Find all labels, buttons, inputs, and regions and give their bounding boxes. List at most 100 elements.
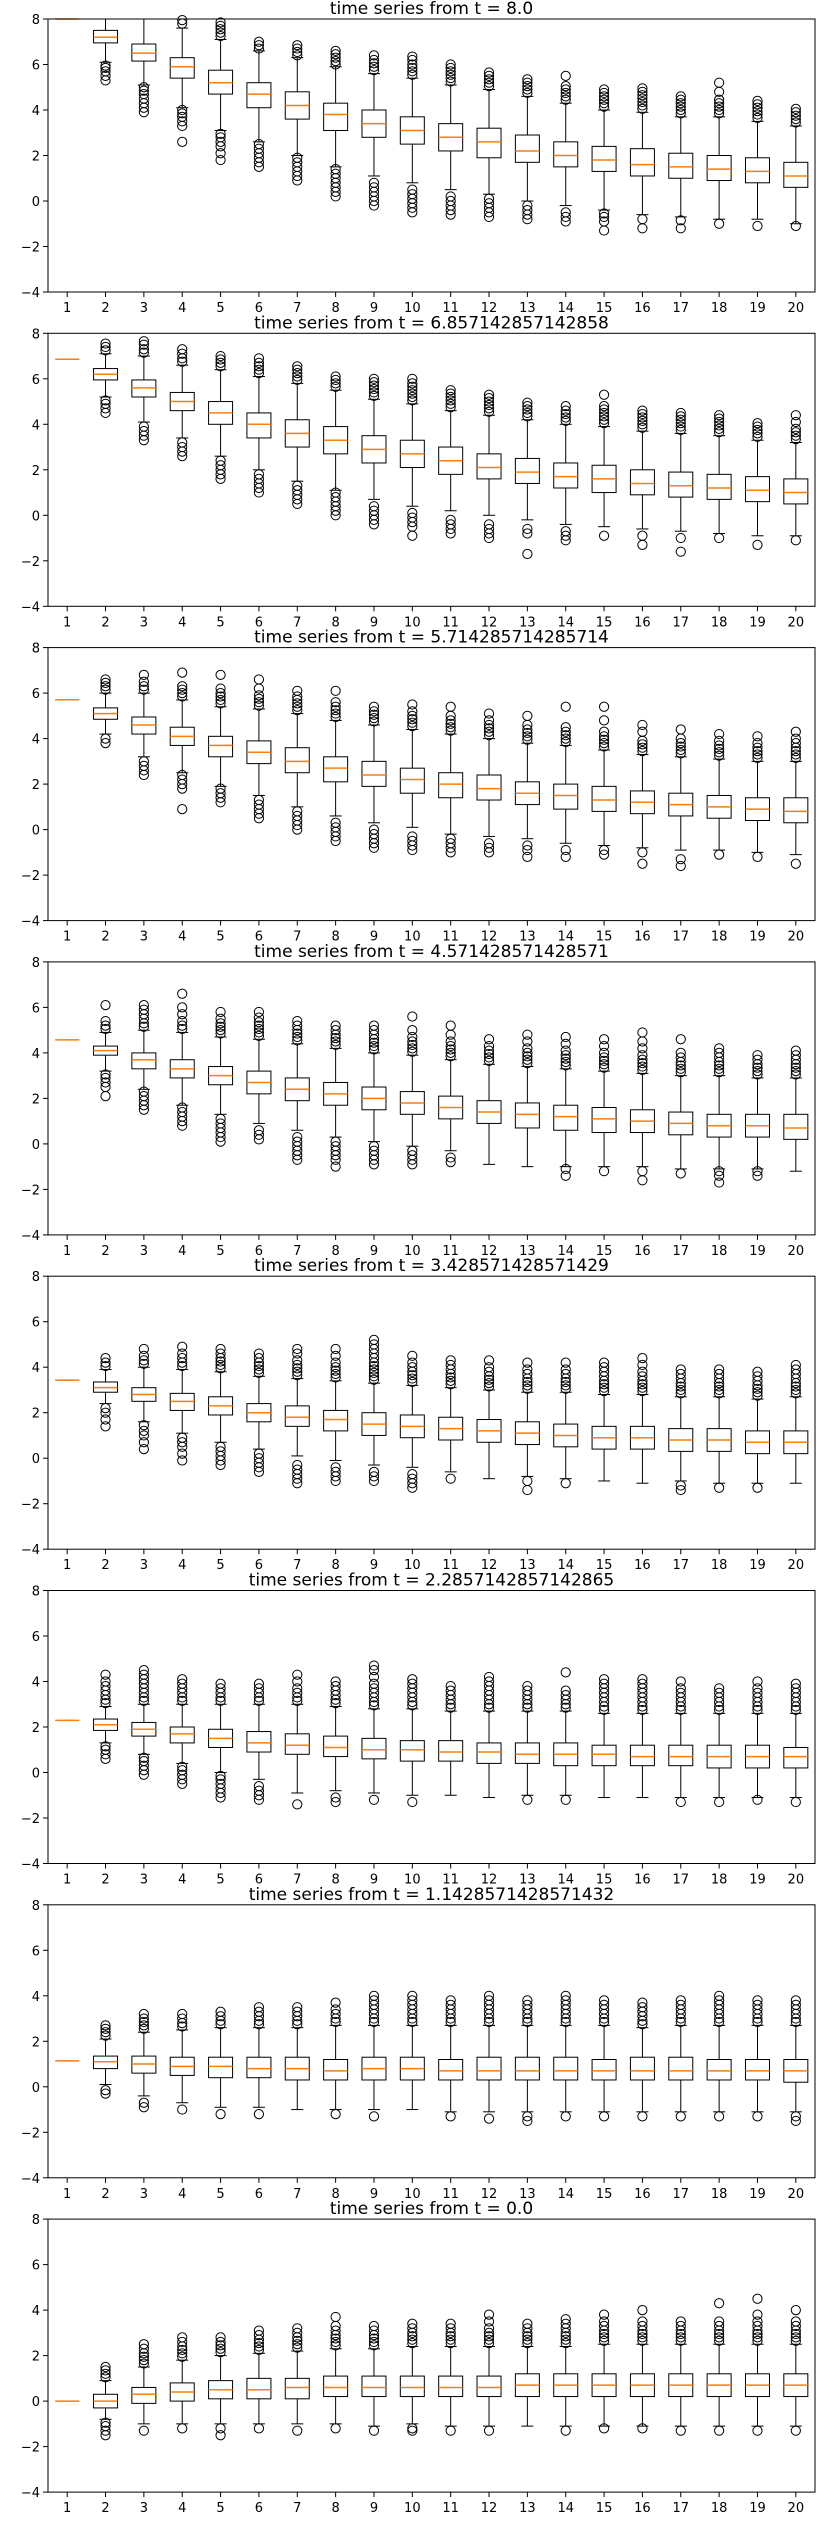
box — [744, 1050, 770, 1181]
outlier-point — [368, 1020, 380, 1031]
outlier-point — [598, 389, 610, 400]
outlier-point — [253, 1017, 265, 1028]
outlier-point — [292, 371, 303, 382]
box — [514, 397, 540, 560]
box — [783, 1359, 809, 1484]
outlier-point — [445, 2425, 456, 2436]
x-tick-label: 2 — [101, 930, 109, 945]
box — [438, 1680, 464, 1796]
x-tick-label: 19 — [749, 615, 766, 630]
outlier-point — [560, 1060, 571, 1071]
outlier-point — [483, 67, 495, 78]
outlier-point — [637, 214, 648, 225]
x-tick-label: 12 — [481, 1244, 498, 1259]
outlier-point — [253, 2109, 265, 2120]
outlier-point — [790, 1678, 801, 1689]
outlier-point — [790, 433, 801, 445]
outlier-point — [292, 480, 303, 491]
outlier-point — [253, 2344, 265, 2356]
outlier-point — [445, 1995, 456, 2006]
outlier-point — [752, 851, 763, 863]
outlier-point — [138, 344, 149, 355]
outlier-point — [483, 1702, 495, 1713]
box-iqr — [438, 2375, 464, 2398]
outlier-point — [330, 52, 341, 63]
outlier-point — [292, 1015, 303, 1027]
outlier-point — [253, 1006, 265, 1018]
outlier-point — [637, 530, 648, 541]
outlier-point — [138, 2425, 149, 2436]
outlier-point — [292, 364, 303, 375]
outlier-point — [330, 49, 341, 60]
x-tick-label: 1 — [63, 2501, 71, 2516]
outlier-point — [560, 701, 571, 712]
outlier-point — [637, 2423, 648, 2434]
outlier-point — [100, 2425, 111, 2436]
outlier-point — [138, 1437, 149, 1448]
x-tick-label: 16 — [634, 1873, 651, 1888]
outlier-point — [215, 694, 226, 706]
outlier-point — [637, 83, 648, 94]
outlier-point — [292, 152, 303, 163]
outlier-point — [368, 182, 380, 193]
outlier-point — [445, 66, 456, 77]
outlier-point — [407, 1469, 418, 1480]
outlier-point — [445, 59, 456, 70]
y-tick-label: 8 — [32, 642, 40, 657]
outlier-point — [752, 1687, 763, 1698]
x-tick-label: 13 — [519, 1558, 536, 1573]
outlier-point — [714, 728, 725, 740]
x-tick-label: 10 — [404, 930, 421, 945]
box — [476, 1671, 502, 1799]
box — [706, 1990, 732, 2122]
outlier-point — [483, 1355, 495, 1366]
y-tick-label: 6 — [32, 59, 40, 74]
box — [361, 50, 387, 211]
box — [131, 1343, 157, 1455]
box — [169, 344, 195, 462]
outlier-point — [330, 1343, 341, 1355]
outlier-point — [752, 1062, 763, 1073]
outlier-point — [445, 1036, 456, 1047]
y-tick-label: 6 — [32, 1316, 40, 1331]
outlier-point — [138, 1000, 149, 1011]
outlier-point — [407, 720, 418, 732]
box — [361, 2320, 387, 2436]
outlier-point — [522, 840, 533, 851]
x-tick-label: 6 — [255, 301, 263, 316]
box-iqr — [284, 2377, 310, 2400]
outlier-point — [675, 223, 686, 234]
outlier-point — [177, 1341, 188, 1352]
outlier-point — [330, 1462, 341, 1473]
outlier-point — [522, 1043, 533, 1054]
outlier-point — [100, 1000, 111, 1011]
x-tick-label: 1 — [63, 1244, 71, 1259]
x-tick-label: 3 — [140, 301, 148, 316]
outlier-point — [292, 2425, 303, 2436]
outlier-point — [368, 1995, 380, 2006]
outlier-point — [138, 1430, 149, 1441]
outlier-point — [100, 1407, 111, 1418]
box — [668, 407, 694, 557]
outlier-point — [138, 93, 149, 104]
outlier-point — [407, 2337, 418, 2349]
y-tick-label: 4 — [32, 104, 40, 119]
outlier-point — [368, 1660, 380, 1671]
x-tick-label: 14 — [557, 615, 574, 630]
x-tick-label: 11 — [442, 1558, 459, 1573]
y-tick-label: −2 — [21, 555, 40, 570]
outlier-point — [637, 86, 648, 97]
outlier-point — [253, 683, 265, 694]
outlier-point — [714, 1683, 725, 1694]
x-tick-label: 17 — [673, 1558, 690, 1573]
outlier-point — [292, 1676, 303, 1687]
outlier-point — [292, 806, 303, 817]
outlier-point — [253, 469, 265, 480]
outlier-point — [714, 1704, 725, 1716]
outlier-point — [177, 2348, 188, 2359]
outlier-point — [522, 1047, 533, 1059]
outlier-point — [177, 1448, 188, 1459]
outlier-point — [522, 1794, 533, 1805]
outlier-point — [330, 2004, 341, 2015]
